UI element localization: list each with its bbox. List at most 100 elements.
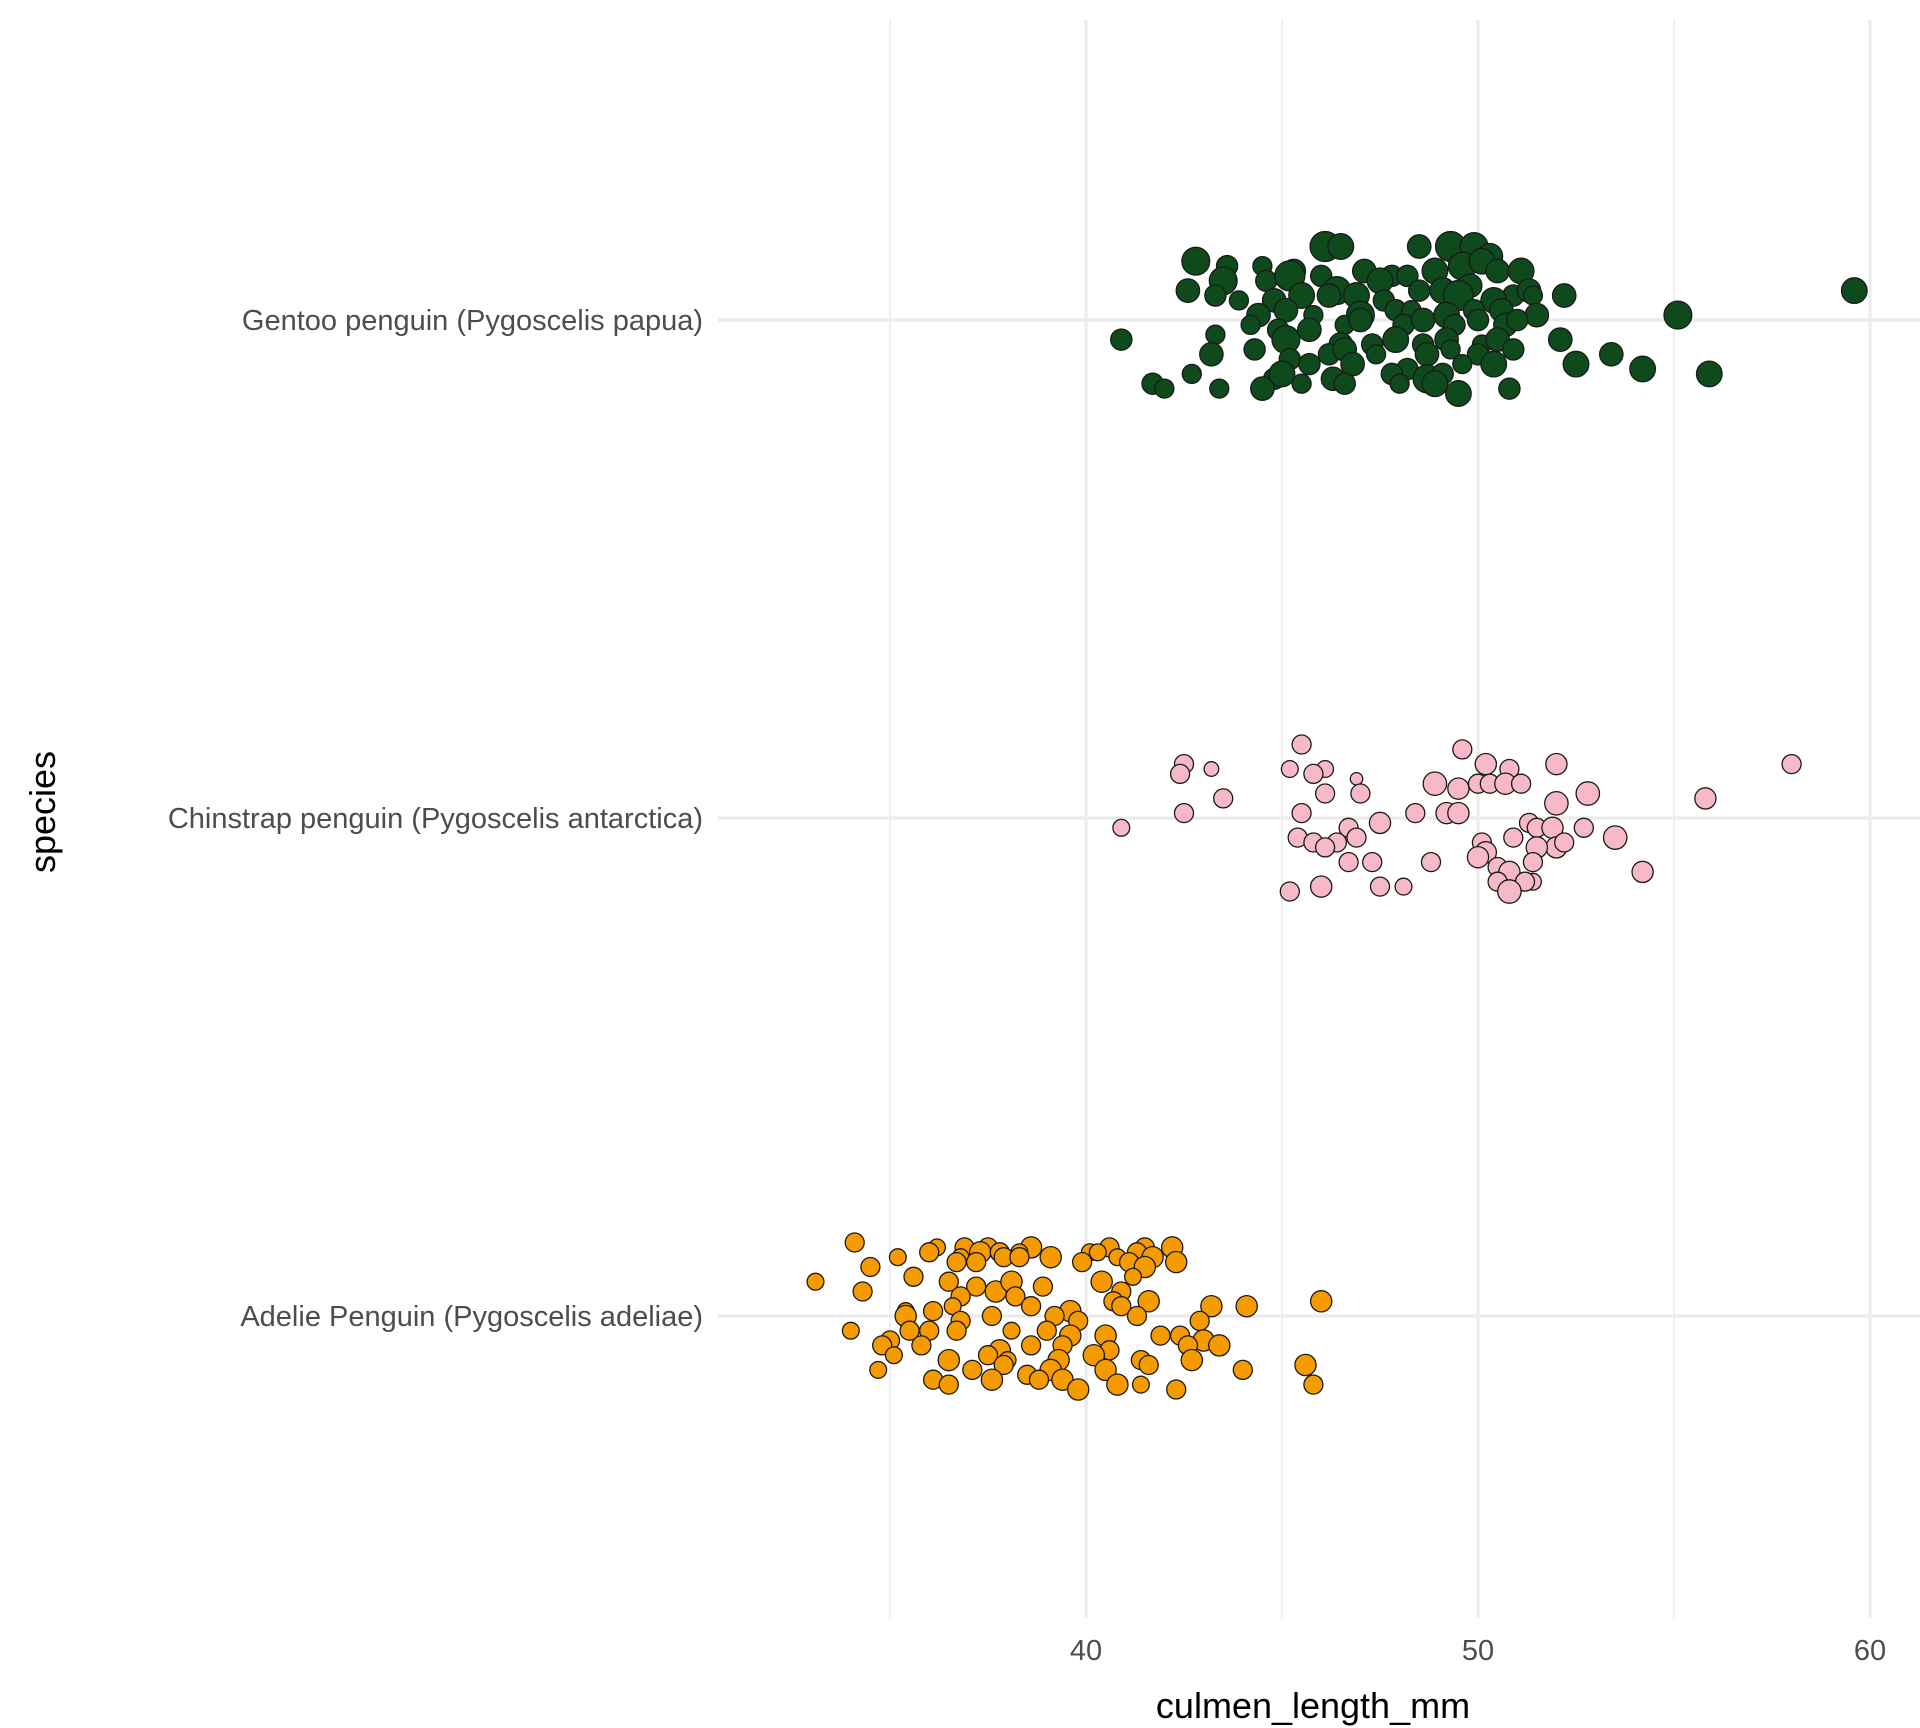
data-point	[1303, 1374, 1324, 1395]
data-point	[1213, 788, 1234, 809]
data-point	[1440, 339, 1461, 360]
data-point	[1338, 851, 1359, 873]
data-point	[1840, 277, 1868, 305]
data-point	[1112, 818, 1131, 837]
data-point	[1071, 1251, 1093, 1273]
data-point	[938, 1271, 959, 1292]
y-axis-title: species	[22, 751, 63, 873]
data-point	[1369, 876, 1391, 897]
data-point	[1235, 1294, 1258, 1318]
data-point	[1447, 801, 1470, 825]
data-point	[1503, 827, 1524, 848]
data-point	[888, 1248, 907, 1267]
data-point	[962, 1359, 983, 1381]
data-point	[1406, 234, 1432, 259]
data-point	[1090, 1270, 1113, 1293]
data-point	[1480, 350, 1508, 378]
x-tick-labels: 40 50 60	[1070, 1635, 1886, 1667]
data-point	[1362, 851, 1383, 873]
data-point	[1368, 811, 1392, 835]
data-point	[993, 1354, 1014, 1376]
data-point	[1032, 1276, 1054, 1297]
data-point	[1502, 338, 1525, 361]
data-point	[1279, 881, 1300, 902]
data-point	[1314, 783, 1336, 804]
data-point	[1422, 771, 1448, 797]
data-point	[1394, 877, 1413, 896]
data-point	[1020, 1296, 1042, 1317]
data-point	[1545, 752, 1568, 776]
data-point	[1039, 1245, 1062, 1269]
data-point	[1575, 781, 1601, 806]
data-point	[1111, 1296, 1132, 1317]
data-point	[1389, 373, 1410, 394]
data-point	[1131, 1375, 1150, 1394]
data-point	[1346, 827, 1367, 848]
data-point	[1349, 771, 1364, 786]
data-point	[1280, 759, 1299, 779]
data-point	[1204, 284, 1227, 307]
data-point	[1298, 352, 1321, 376]
data-point	[1695, 360, 1723, 388]
data-point	[1350, 783, 1371, 804]
data-point	[1169, 763, 1191, 785]
data-point	[1020, 1335, 1042, 1356]
data-point	[1444, 380, 1472, 407]
data-point	[1348, 307, 1373, 333]
data-point	[1288, 282, 1316, 309]
data-point	[1396, 264, 1419, 288]
data-point	[1309, 1290, 1333, 1313]
data-point	[919, 1242, 940, 1263]
data-point	[1138, 1354, 1159, 1376]
data-point	[1554, 832, 1575, 853]
data-point	[1420, 851, 1442, 873]
data-point	[1452, 353, 1473, 375]
data-point	[1544, 790, 1569, 816]
data-point	[1189, 1310, 1210, 1332]
data-point	[1340, 351, 1365, 377]
data-point	[1082, 1343, 1106, 1367]
data-point	[1505, 308, 1529, 332]
data-point	[1123, 1267, 1143, 1286]
data-point	[903, 1266, 924, 1287]
data-point	[1273, 297, 1299, 323]
data-point	[922, 1300, 944, 1322]
data-point	[844, 1232, 865, 1253]
data-point	[1166, 1379, 1187, 1400]
y-tick-label: Chinstrap penguin (Pygoscelis antarctica…	[168, 803, 703, 835]
x-tick-label: 60	[1854, 1635, 1886, 1667]
data-point	[977, 1345, 999, 1366]
data-point	[1474, 752, 1498, 776]
data-point	[852, 1281, 873, 1302]
data-point	[869, 1360, 888, 1379]
data-point	[1066, 1378, 1090, 1401]
data-point	[1303, 763, 1324, 785]
data-point	[1407, 279, 1431, 302]
data-point	[1333, 372, 1356, 395]
data-point	[1510, 773, 1532, 794]
data-point	[1452, 739, 1473, 760]
data-point	[946, 1251, 967, 1273]
data-point	[1009, 1247, 1030, 1268]
data-point	[1240, 314, 1261, 336]
data-point	[1088, 1243, 1107, 1262]
data-point	[1781, 753, 1802, 775]
y-tick-label: Gentoo penguin (Pygoscelis papua)	[242, 305, 703, 337]
data-point	[1150, 1325, 1171, 1346]
data-point	[1294, 1353, 1317, 1377]
data-point	[1173, 802, 1195, 824]
data-point	[1631, 860, 1654, 884]
data-point	[911, 1335, 932, 1356]
data-point	[1562, 350, 1590, 378]
data-point	[1522, 851, 1544, 873]
data-point	[1524, 302, 1550, 328]
data-point	[884, 1346, 903, 1365]
data-point	[1365, 344, 1387, 365]
data-point	[946, 1320, 967, 1341]
data-point	[1110, 328, 1133, 351]
data-point	[1547, 327, 1573, 352]
data-point	[1414, 341, 1440, 367]
data-point	[1028, 1369, 1050, 1390]
